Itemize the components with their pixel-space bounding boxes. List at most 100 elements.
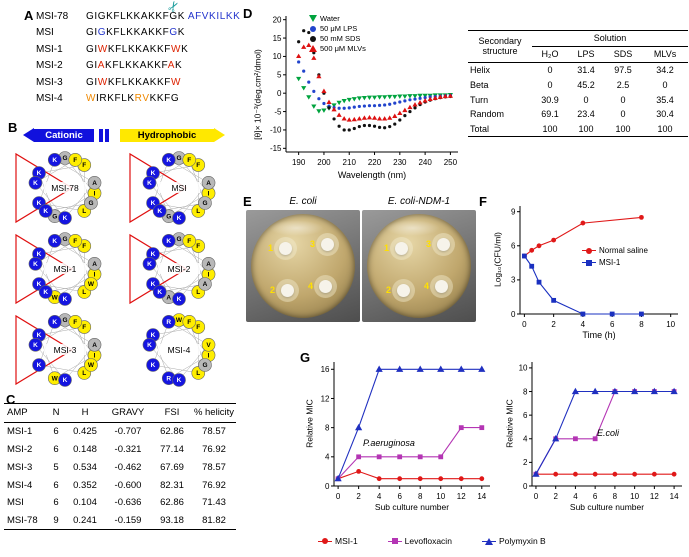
column-header: % helicity — [192, 403, 236, 423]
table-cell: 78.57 — [202, 461, 226, 473]
table-cell: 82.31 — [160, 479, 184, 491]
mic-pa-x-axis-label: Sub culture number — [374, 502, 450, 512]
svg-text:I: I — [94, 190, 96, 197]
svg-text:W: W — [176, 317, 183, 324]
plate-photo: 1 2 3 4 — [362, 210, 476, 322]
helical-wheel-grid: MSI-78 G I G K F L K K A K K F G K MSI G I G K F L K K A K K F G K M… — [8, 148, 236, 391]
peptide-sequence: GIGKFLKKAKKFGK — [86, 27, 186, 39]
svg-text:A: A — [92, 180, 97, 187]
panel-f-label: F — [479, 194, 487, 209]
svg-text:12: 12 — [650, 492, 659, 501]
svg-text:F: F — [196, 162, 200, 169]
table-cell: 76.92 — [202, 443, 226, 455]
table-cell: 67.69 — [160, 461, 184, 473]
table-cell: -0.600 — [114, 479, 142, 491]
table-cell: 5 — [53, 461, 59, 473]
svg-text:0: 0 — [511, 310, 516, 319]
ecoli-annotation: E.coli — [597, 428, 620, 438]
cd-x-axis-label: Wavelength (nm) — [337, 170, 407, 180]
svg-text:R: R — [166, 375, 171, 382]
svg-text:5: 5 — [277, 71, 282, 80]
svg-text:0: 0 — [534, 492, 539, 501]
disk-number: 4 — [424, 281, 430, 291]
svg-text:2: 2 — [551, 320, 556, 329]
svg-text:4: 4 — [581, 320, 586, 329]
sequence-row: MSI-2 GIAKFLKKAKKFAK — [36, 58, 240, 75]
plate-label: E. coli-NDM-1 — [387, 196, 451, 207]
table-cell: 77.14 — [160, 443, 184, 455]
sequence-row: MSI-3 GIWKFLKKAKKFW — [36, 74, 240, 91]
table-cell: 0 — [620, 94, 626, 105]
disk-number: 4 — [308, 281, 314, 291]
table-cell: 0.148 — [73, 443, 97, 455]
svg-text:I: I — [208, 271, 210, 278]
svg-text:0: 0 — [277, 89, 282, 98]
table-cell: 62.86 — [160, 497, 184, 509]
svg-text:250: 250 — [444, 158, 458, 167]
svg-text:F: F — [82, 324, 86, 331]
svg-text:G: G — [202, 362, 207, 369]
column-header: GRAVY — [104, 403, 152, 423]
helical-wheel-msi1: MSI-1 G I W K F L K K A K K F W K — [8, 229, 122, 310]
column-header: MLVs — [642, 46, 688, 63]
table-row: MSI-1 6 0.425 -0.707 62.86 78.57 — [4, 422, 236, 440]
svg-text:230: 230 — [393, 158, 407, 167]
svg-text:A: A — [206, 180, 211, 187]
table-cell: MSI-3 — [7, 461, 33, 473]
svg-text:G: G — [62, 236, 67, 243]
amp-properties-table: AMP N H GRAVY FSI% helicity MSI-1 6 0.425 -0.70… — [4, 403, 236, 531]
column-header: N — [46, 403, 66, 423]
svg-text:K: K — [52, 319, 57, 326]
svg-text:L: L — [196, 370, 200, 377]
svg-text:K: K — [33, 180, 38, 187]
disk-number: 2 — [270, 285, 276, 295]
cd-spectra-chart: 190 200 210 220 230 240 250 -15 -10 -5 0 5 10 15 20 — [252, 8, 464, 193]
panel-e-label: E — [243, 194, 252, 209]
svg-text:0: 0 — [325, 482, 330, 491]
table-cell: MSI-78 — [4, 511, 46, 531]
table-cell: 0.352 — [73, 479, 97, 491]
column-header: AMP — [4, 403, 46, 423]
svg-text:L: L — [82, 370, 86, 377]
table-cell: 62.86 — [160, 426, 184, 438]
peptide-sequence: GIWKFLKKAKKFW — [86, 76, 182, 88]
mic-pa-y-axis-label: Relative MIC — [304, 399, 315, 448]
svg-text:8: 8 — [639, 320, 644, 329]
svg-text:F: F — [187, 238, 191, 245]
antibiotic-disk: 2 — [386, 284, 410, 297]
svg-text:4: 4 — [325, 453, 330, 462]
table-cell: 30.9 — [541, 94, 559, 105]
svg-text:6: 6 — [610, 320, 615, 329]
table-cell: 6 — [53, 497, 59, 509]
svg-text:K: K — [52, 157, 57, 164]
table-cell: 0.241 — [66, 511, 104, 531]
table-cell: -0.636 — [114, 497, 142, 509]
svg-text:K: K — [166, 157, 171, 164]
svg-text:4: 4 — [523, 435, 528, 444]
table-cell: 69.1 — [541, 109, 559, 120]
peptide-sequence: GIGKFLKKAKKFGK AFVKILKK — [86, 10, 241, 22]
svg-text:K: K — [177, 377, 182, 384]
table-cell: MSI-2 — [7, 443, 33, 455]
svg-text:10: 10 — [630, 492, 639, 501]
svg-text:K: K — [151, 251, 156, 258]
svg-text:12: 12 — [321, 394, 330, 403]
svg-text:F: F — [187, 319, 191, 326]
svg-text:3: 3 — [511, 276, 516, 285]
svg-text:K: K — [52, 238, 57, 245]
helical-wheel-msi4: MSI-4 W I R K F L K R V K K F G — [122, 310, 236, 391]
svg-text:I: I — [208, 190, 210, 197]
sequence-row: MSI-4 WIRKFLKRVKKFG — [36, 91, 240, 108]
svg-text:MSI-1: MSI-1 — [54, 264, 77, 274]
table-cell: 100 — [642, 121, 688, 138]
peptide-name: MSI-2 — [36, 60, 63, 72]
peptide-name: MSI-4 — [36, 93, 63, 105]
svg-text:10: 10 — [436, 492, 445, 501]
cd-legend: Water 50 μM LPS 50 mM SDS 500 μM MLVs — [308, 14, 366, 53]
svg-text:210: 210 — [343, 158, 357, 167]
legend-item-levofloxacin: Levofloxacin — [387, 536, 452, 546]
table-cell: MSI-1 — [7, 426, 33, 438]
kinetics-legend: Normal saline MSI-1 — [582, 246, 648, 267]
table-group-header-row: Secondary structure Solution — [468, 30, 688, 63]
column-header: SDS — [604, 46, 643, 63]
